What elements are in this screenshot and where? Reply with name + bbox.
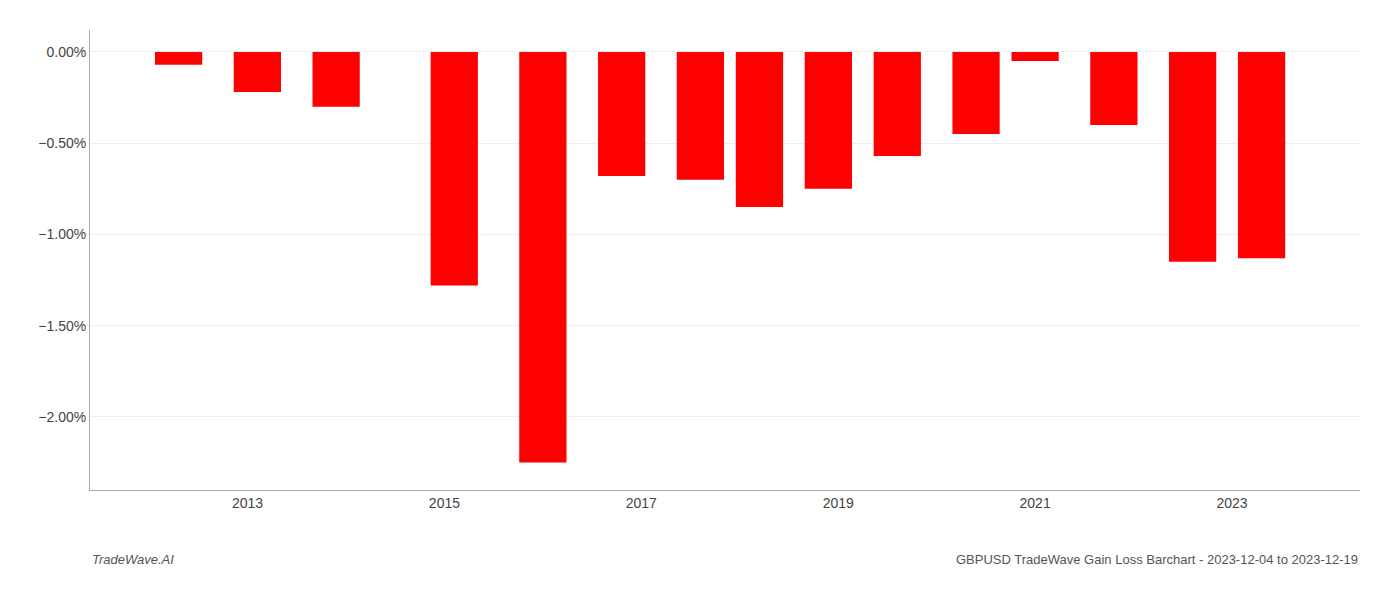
svg-text:−2.00%: −2.00% [38, 409, 86, 425]
svg-text:2019: 2019 [823, 495, 854, 511]
svg-text:2015: 2015 [429, 495, 460, 511]
svg-text:2021: 2021 [1020, 495, 1051, 511]
svg-text:2013: 2013 [232, 495, 263, 511]
svg-text:0.00%: 0.00% [46, 44, 86, 60]
svg-text:−1.50%: −1.50% [38, 318, 86, 334]
svg-text:2023: 2023 [1216, 495, 1247, 511]
svg-text:−1.00%: −1.00% [38, 226, 86, 242]
svg-text:2017: 2017 [626, 495, 657, 511]
svg-text:GBPUSD TradeWave Gain Loss Bar: GBPUSD TradeWave Gain Loss Barchart - 20… [956, 552, 1358, 567]
svg-text:−0.50%: −0.50% [38, 135, 86, 151]
svg-text:TradeWave.AI: TradeWave.AI [92, 552, 174, 567]
